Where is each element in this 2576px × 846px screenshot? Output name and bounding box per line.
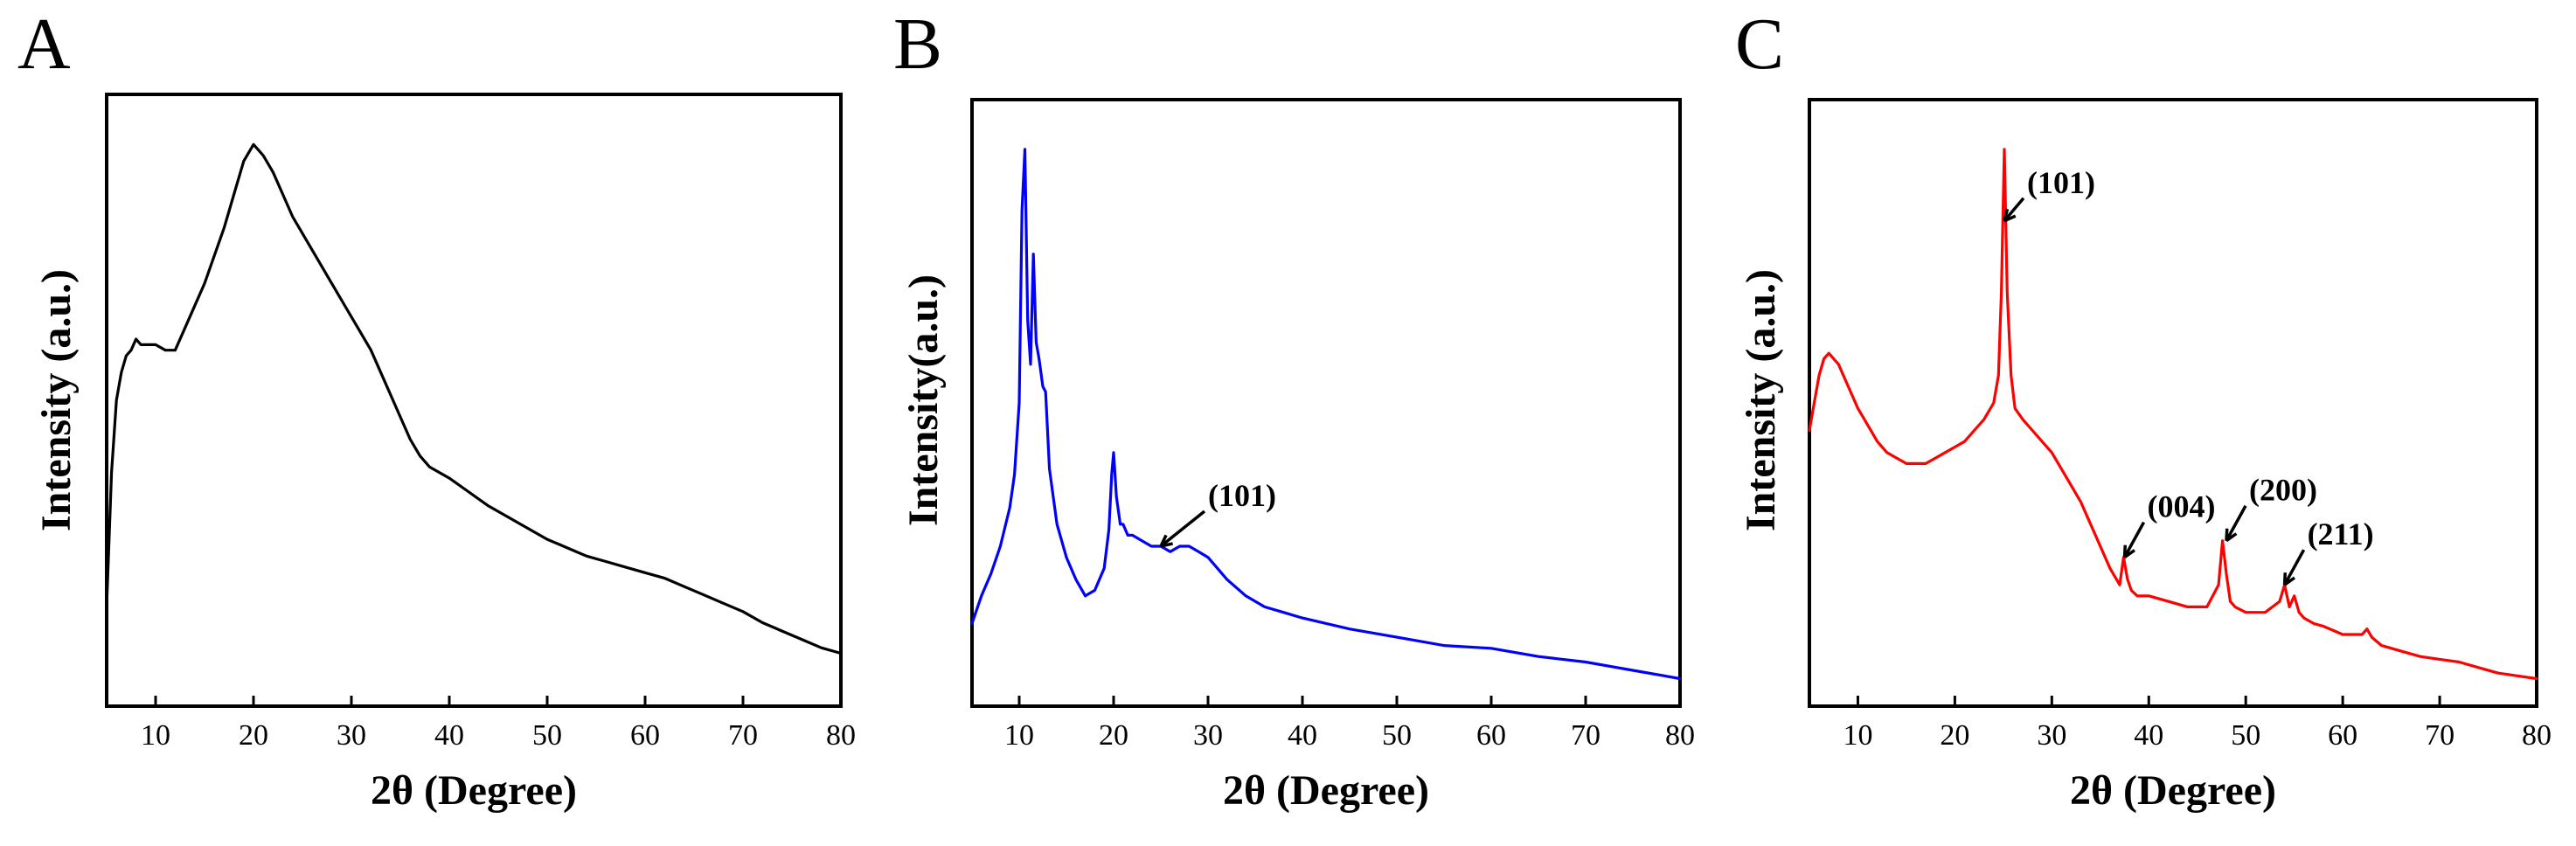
x-tick-label-b-50: 50 bbox=[1382, 719, 1412, 752]
x-ticks-a: 10 20 30 40 50 60 70 80 bbox=[141, 696, 856, 752]
panel-c: C 10 20 30 40 50 60 70 80 (101)(004) (200)(211) … bbox=[1735, 3, 2552, 814]
x-ticks-b: 10 20 30 40 50 60 70 80 bbox=[1004, 696, 1695, 752]
x-tick-label-a-40: 40 bbox=[434, 719, 464, 752]
y-axis-label-c: Intensity (a.u.) bbox=[1738, 269, 1784, 531]
annotation-label-c-2: (200) bbox=[2249, 473, 2317, 508]
x-tick-label-c-10: 10 bbox=[1843, 719, 1872, 752]
x-tick-label-c-40: 40 bbox=[2134, 719, 2163, 752]
x-tick-label-a-20: 20 bbox=[239, 719, 268, 752]
x-tick-label-b-30: 30 bbox=[1193, 719, 1223, 752]
y-axis-label-b: Intensity(a.u.) bbox=[900, 274, 947, 526]
annotation-arrow-c-0 bbox=[2003, 197, 2025, 223]
x-axis-label-b: 2θ (Degree) bbox=[1223, 767, 1429, 814]
x-tick-label-b-10: 10 bbox=[1004, 719, 1034, 752]
x-tick-label-a-70: 70 bbox=[728, 719, 758, 752]
x-tick-label-b-60: 60 bbox=[1476, 719, 1506, 752]
trace-c bbox=[1808, 148, 2538, 681]
annotation-label-c-1: (004) bbox=[2148, 489, 2216, 524]
panel-letter-b: B bbox=[893, 3, 942, 85]
annotations-c: (101) (004) (200) (211) bbox=[2003, 165, 2374, 586]
x-tick-label-b-80: 80 bbox=[1665, 719, 1695, 752]
x-tick-label-a-60: 60 bbox=[630, 719, 660, 752]
x-tick-label-c-30: 30 bbox=[2037, 719, 2066, 752]
trace-a bbox=[105, 142, 843, 655]
x-tick-label-b-40: 40 bbox=[1288, 719, 1317, 752]
y-axis-label-a: Intensity (a.u.) bbox=[33, 269, 80, 531]
series-line-a-0 bbox=[105, 142, 843, 655]
annotation-arrow-c-1 bbox=[2122, 521, 2146, 559]
panel-a: A 10 20 30 40 50 60 70 80 2θ (Degree) Intensity… bbox=[17, 3, 856, 814]
panel-b: B 10 20 30 40 50 60 70 80 (101) 2θ (Degree) Int… bbox=[893, 3, 1695, 814]
x-tick-label-a-80: 80 bbox=[826, 719, 856, 752]
x-tick-label-b-70: 70 bbox=[1571, 719, 1600, 752]
x-tick-label-a-10: 10 bbox=[141, 719, 170, 752]
x-tick-label-c-20: 20 bbox=[1940, 719, 1969, 752]
x-tick-label-a-50: 50 bbox=[532, 719, 562, 752]
series-line-c-0 bbox=[1808, 148, 2538, 681]
annotation-label-c-0: (101) bbox=[2027, 165, 2095, 200]
x-axis-label-c: 2θ (Degree) bbox=[2070, 767, 2276, 814]
x-ticks-c: 10 20 30 40 50 60 70 80 bbox=[1843, 696, 2552, 752]
annotation-label-c-3: (211) bbox=[2308, 517, 2374, 551]
x-tick-label-c-60: 60 bbox=[2328, 719, 2357, 752]
x-tick-label-c-70: 70 bbox=[2425, 719, 2454, 752]
x-tick-label-b-20: 20 bbox=[1099, 719, 1128, 752]
plot-frame-b bbox=[970, 98, 1682, 708]
panel-letter-c: C bbox=[1735, 3, 1784, 85]
annotation-arrow-b-0 bbox=[1159, 510, 1206, 548]
x-tick-label-c-50: 50 bbox=[2231, 719, 2260, 752]
trace-b bbox=[970, 148, 1682, 681]
x-axis-label-a: 2θ (Degree) bbox=[371, 767, 577, 814]
annotation-label-b-0: (101) bbox=[1208, 478, 1276, 513]
plot-frame-a bbox=[105, 93, 843, 708]
x-tick-label-a-30: 30 bbox=[337, 719, 366, 752]
x-tick-label-c-80: 80 bbox=[2522, 719, 2552, 752]
panel-letter-a: A bbox=[17, 3, 71, 85]
annotation-arrow-c-2 bbox=[2225, 504, 2247, 543]
plot-frame-c bbox=[1808, 98, 2538, 708]
annotation-arrow-c-3 bbox=[2282, 549, 2306, 586]
annotations-b: (101) bbox=[1159, 478, 1276, 548]
series-line-b-0 bbox=[970, 148, 1682, 681]
